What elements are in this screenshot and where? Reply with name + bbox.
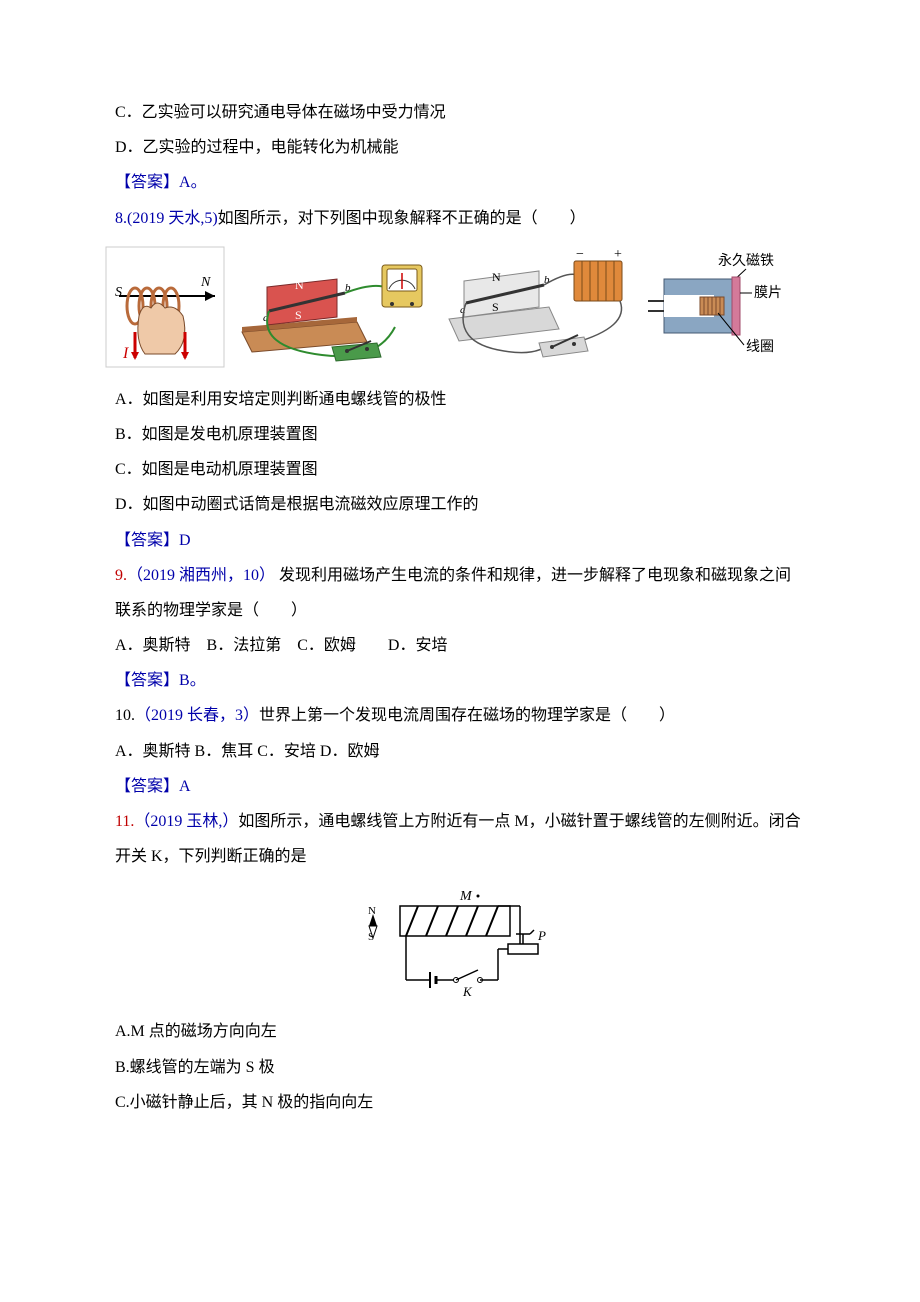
q-prev-option-c: C．乙实验可以研究通电导体在磁场中受力情况 (115, 95, 805, 130)
answer-label: 【答案】 (115, 778, 179, 795)
q8-fig-3: N S a b − + (444, 247, 634, 367)
answer-value: A。 (179, 174, 207, 191)
svg-text:P: P (537, 928, 546, 943)
answer-3: 【答案】B。 (115, 663, 805, 698)
q9-source: （2019 湘西州，10） (127, 567, 275, 584)
q-prev-option-d: D．乙实验的过程中，电能转化为机械能 (115, 130, 805, 165)
q8-source: 8.(2019 天水,5) (115, 210, 218, 227)
q9-number: 9. (115, 567, 127, 584)
magnet-label: 永久磁铁 (718, 253, 774, 269)
q11-option-a: A.M 点的磁场方向向左 (115, 1014, 805, 1049)
q10-source: （2019 长春，3） (135, 707, 259, 724)
q11-option-b: B.螺线管的左端为 S 极 (115, 1050, 805, 1085)
answer-value: D (179, 532, 191, 549)
svg-text:N: N (368, 905, 376, 917)
motor-icon: N S a b − + (444, 247, 634, 367)
q8-stem-line: 8.(2019 天水,5)如图所示，对下列图中现象解释不正确的是（ ） (115, 201, 805, 236)
q11-source: （2019 玉林,） (134, 813, 238, 830)
answer-label: 【答案】 (115, 672, 179, 689)
answer-1: 【答案】A。 (115, 165, 805, 200)
svg-text:I: I (122, 345, 129, 362)
q8-fig-4: 永久磁铁 膜片 线圈 (646, 247, 796, 367)
q11-option-c: C.小磁针静止后，其 N 极的指向向左 (115, 1085, 805, 1120)
svg-text:N: N (200, 275, 211, 290)
q10-line: 10.（2019 长春，3）世界上第一个发现电流周围存在磁场的物理学家是（ ） (115, 698, 805, 733)
svg-text:M: M (459, 889, 473, 904)
svg-text:K: K (462, 984, 473, 999)
q11-number: 11. (115, 813, 134, 830)
q8-figures: S N I (105, 246, 805, 368)
q10-options: A．奥斯特 B．焦耳 C．安培 D．欧姆 (115, 734, 805, 769)
q10-number: 10. (115, 707, 135, 724)
diaphragm-label: 膜片 (754, 285, 782, 301)
answer-4: 【答案】A (115, 769, 805, 804)
solenoid-circuit-icon: N S M P (360, 884, 560, 1004)
answer-2: 【答案】D (115, 523, 805, 558)
svg-text:−: − (576, 247, 584, 262)
q11-line: 11.（2019 玉林,）如图所示，通电螺线管上方附近有一点 M，小磁针置于螺线… (115, 804, 805, 874)
svg-text:S: S (295, 308, 302, 322)
answer-value: B。 (179, 672, 206, 689)
q8-fig-2: N S a b (237, 247, 432, 367)
coil-label: 线圈 (746, 339, 774, 355)
q9-options: A．奥斯特 B．法拉第 C．欧姆 D．安培 (115, 628, 805, 663)
q8-option-c: C．如图是电动机原理装置图 (115, 452, 805, 487)
microphone-icon: 永久磁铁 膜片 线圈 (646, 247, 796, 367)
svg-text:+: + (614, 247, 622, 262)
answer-label: 【答案】 (115, 532, 179, 549)
q8-stem: 如图所示，对下列图中现象解释不正确的是（ ） (218, 210, 586, 227)
q8-option-d: D．如图中动圈式话筒是根据电流磁效应原理工作的 (115, 487, 805, 522)
q9-line: 9.（2019 湘西州，10） 发现利用磁场产生电流的条件和规律，进一步解释了电… (115, 558, 805, 628)
answer-value: A (179, 778, 191, 795)
q10-stem: 世界上第一个发现电流周围存在磁场的物理学家是（ ） (259, 707, 675, 724)
svg-text:N: N (492, 270, 501, 284)
q11-figure: N S M P (115, 884, 805, 1004)
q8-option-a: A．如图是利用安培定则判断通电螺线管的极性 (115, 382, 805, 417)
ampere-hand-icon: S N I (105, 246, 225, 368)
q8-fig-1: S N I (105, 246, 225, 368)
page: C．乙实验可以研究通电导体在磁场中受力情况 D．乙实验的过程中，电能转化为机械能… (0, 0, 920, 1302)
generator-icon: N S a b (237, 247, 432, 367)
answer-label: 【答案】 (115, 174, 179, 191)
q8-option-b: B．如图是发电机原理装置图 (115, 417, 805, 452)
svg-text:S: S (492, 300, 499, 314)
svg-text:N: N (295, 278, 304, 292)
svg-text:S: S (115, 285, 122, 300)
